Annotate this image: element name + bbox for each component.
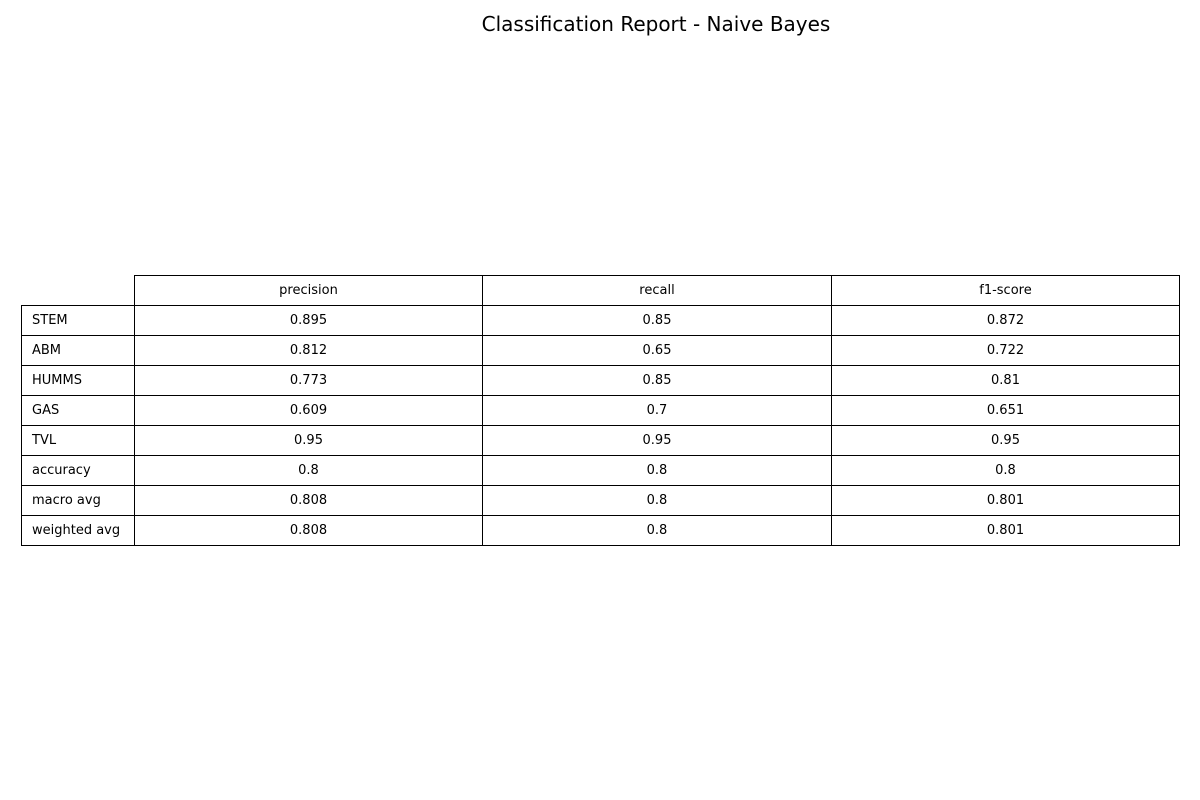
cell-f1-score: 0.722 [831,335,1180,366]
cell-f1-score: 0.95 [831,425,1180,456]
row-header: accuracy [21,455,135,486]
cell-recall: 0.95 [482,425,832,456]
cell-precision: 0.895 [134,305,483,336]
table-body: STEM 0.895 0.85 0.872 ABM 0.812 0.65 0.722 HUMMS… [21,305,1180,546]
table-row: weighted avg 0.808 0.8 0.801 [21,515,1180,546]
cell-recall: 0.8 [482,455,832,486]
table-row: GAS 0.609 0.7 0.651 [21,395,1180,426]
chart-title: Classification Report - Naive Bayes [481,12,831,36]
table-corner-cell [22,276,135,306]
classification-report-table: precision recall f1-score STEM 0.895 0.85 0… [21,275,1180,546]
column-header-recall: recall [482,275,832,306]
table-row: STEM 0.895 0.85 0.872 [21,305,1180,336]
cell-precision: 0.773 [134,365,483,396]
cell-precision: 0.808 [134,485,483,516]
cell-recall: 0.7 [482,395,832,426]
table-row: TVL 0.95 0.95 0.95 [21,425,1180,456]
row-header: GAS [21,395,135,426]
row-header: STEM [21,305,135,336]
cell-precision: 0.808 [134,515,483,546]
cell-recall: 0.8 [482,515,832,546]
cell-f1-score: 0.651 [831,395,1180,426]
table-row: macro avg 0.808 0.8 0.801 [21,485,1180,516]
table-row: accuracy 0.8 0.8 0.8 [21,455,1180,486]
cell-recall: 0.85 [482,365,832,396]
cell-recall: 0.8 [482,485,832,516]
cell-precision: 0.8 [134,455,483,486]
cell-f1-score: 0.872 [831,305,1180,336]
column-header-precision: precision [134,275,483,306]
row-header: macro avg [21,485,135,516]
table-header-row: precision recall f1-score [22,275,1180,306]
cell-f1-score: 0.801 [831,515,1180,546]
cell-f1-score: 0.801 [831,485,1180,516]
row-header: ABM [21,335,135,366]
cell-f1-score: 0.8 [831,455,1180,486]
table-row: ABM 0.812 0.65 0.722 [21,335,1180,366]
cell-f1-score: 0.81 [831,365,1180,396]
cell-precision: 0.95 [134,425,483,456]
row-header: TVL [21,425,135,456]
column-header-f1-score: f1-score [831,275,1180,306]
cell-recall: 0.85 [482,305,832,336]
cell-precision: 0.812 [134,335,483,366]
cell-recall: 0.65 [482,335,832,366]
row-header: weighted avg [21,515,135,546]
cell-precision: 0.609 [134,395,483,426]
table-row: HUMMS 0.773 0.85 0.81 [21,365,1180,396]
row-header: HUMMS [21,365,135,396]
